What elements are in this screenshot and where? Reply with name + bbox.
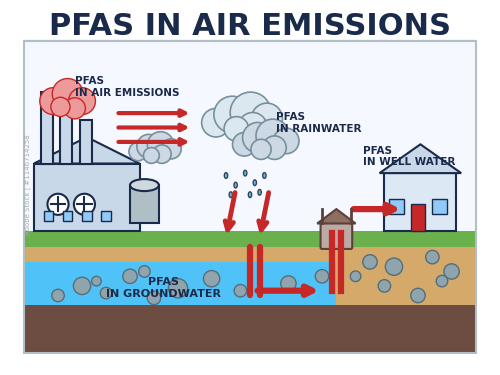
Circle shape	[51, 97, 70, 117]
Circle shape	[238, 112, 267, 141]
FancyBboxPatch shape	[82, 211, 92, 221]
Circle shape	[138, 266, 150, 277]
Circle shape	[148, 132, 174, 158]
Circle shape	[242, 123, 273, 153]
Text: PFAS
IN GROUNDWATER: PFAS IN GROUNDWATER	[106, 278, 221, 299]
FancyBboxPatch shape	[130, 185, 159, 224]
Circle shape	[252, 103, 282, 134]
Circle shape	[316, 270, 328, 283]
Circle shape	[411, 288, 425, 303]
Ellipse shape	[262, 172, 266, 178]
Circle shape	[232, 132, 256, 156]
Circle shape	[168, 279, 188, 298]
Polygon shape	[24, 262, 336, 305]
Ellipse shape	[258, 189, 262, 195]
FancyBboxPatch shape	[34, 164, 140, 231]
FancyBboxPatch shape	[24, 231, 475, 248]
Text: PFAS
IN WELL WATER: PFAS IN WELL WATER	[363, 146, 455, 167]
FancyBboxPatch shape	[24, 248, 475, 305]
Ellipse shape	[130, 179, 159, 191]
FancyBboxPatch shape	[60, 106, 72, 164]
Circle shape	[280, 276, 296, 291]
Ellipse shape	[224, 172, 228, 178]
Circle shape	[202, 108, 230, 137]
Circle shape	[274, 128, 299, 154]
Circle shape	[144, 147, 160, 164]
Circle shape	[152, 145, 171, 164]
Polygon shape	[317, 209, 356, 224]
Circle shape	[137, 134, 160, 158]
Circle shape	[444, 264, 460, 279]
Circle shape	[68, 88, 96, 114]
Circle shape	[74, 194, 95, 215]
Circle shape	[148, 291, 160, 304]
Circle shape	[230, 92, 271, 133]
FancyBboxPatch shape	[44, 211, 53, 221]
Ellipse shape	[248, 192, 252, 198]
FancyBboxPatch shape	[24, 39, 475, 231]
Circle shape	[92, 276, 101, 286]
Ellipse shape	[234, 182, 237, 188]
FancyBboxPatch shape	[41, 92, 53, 164]
Circle shape	[52, 289, 64, 302]
Circle shape	[129, 142, 148, 161]
Text: PFAS IN AIR EMISSIONS: PFAS IN AIR EMISSIONS	[49, 12, 451, 41]
Circle shape	[123, 269, 137, 284]
Circle shape	[426, 251, 439, 264]
Circle shape	[386, 258, 402, 275]
FancyBboxPatch shape	[101, 211, 111, 221]
FancyBboxPatch shape	[24, 305, 475, 353]
Circle shape	[262, 136, 286, 159]
Text: Adobe Stock | #1146714258: Adobe Stock | #1146714258	[26, 135, 32, 236]
Circle shape	[204, 270, 220, 287]
Circle shape	[350, 271, 361, 282]
FancyBboxPatch shape	[384, 173, 456, 231]
Circle shape	[251, 139, 271, 159]
FancyBboxPatch shape	[80, 120, 92, 164]
Polygon shape	[34, 137, 140, 164]
Circle shape	[436, 275, 448, 287]
Circle shape	[224, 117, 248, 141]
Polygon shape	[380, 144, 461, 173]
Circle shape	[52, 78, 83, 109]
Ellipse shape	[253, 180, 256, 186]
FancyBboxPatch shape	[389, 200, 404, 214]
Circle shape	[234, 285, 246, 297]
Circle shape	[363, 255, 377, 269]
Text: PFAS
IN RAINWATER: PFAS IN RAINWATER	[276, 112, 362, 134]
FancyBboxPatch shape	[411, 204, 425, 231]
Ellipse shape	[244, 170, 247, 176]
Circle shape	[64, 98, 86, 119]
Circle shape	[256, 119, 290, 153]
Text: PFAS
IN AIR EMISSIONS: PFAS IN AIR EMISSIONS	[75, 76, 180, 98]
FancyBboxPatch shape	[320, 222, 352, 249]
Circle shape	[74, 277, 90, 294]
Circle shape	[378, 280, 390, 292]
Circle shape	[100, 287, 112, 299]
Ellipse shape	[229, 192, 232, 198]
Circle shape	[48, 194, 68, 215]
Circle shape	[161, 139, 181, 159]
FancyBboxPatch shape	[432, 200, 447, 214]
FancyBboxPatch shape	[63, 211, 72, 221]
Circle shape	[214, 96, 250, 133]
Circle shape	[40, 88, 66, 114]
